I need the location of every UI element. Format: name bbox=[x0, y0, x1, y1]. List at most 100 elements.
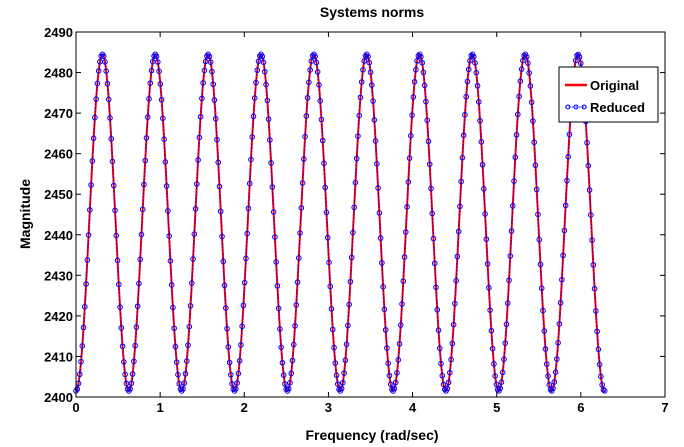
data-point-reduced bbox=[401, 254, 408, 260]
data-point-reduced bbox=[467, 57, 473, 64]
data-point-reduced bbox=[89, 158, 96, 164]
data-point-reduced bbox=[353, 155, 360, 162]
data-point-reduced bbox=[165, 208, 171, 214]
data-point-reduced bbox=[501, 356, 507, 363]
data-point-reduced bbox=[554, 356, 560, 362]
data-point-reduced bbox=[139, 206, 146, 213]
data-point-reduced bbox=[254, 67, 261, 74]
data-point-reduced bbox=[250, 113, 257, 120]
data-point-reduced bbox=[134, 303, 141, 310]
data-point-reduced bbox=[79, 343, 86, 349]
y-axis-label: Magnitude bbox=[17, 179, 33, 249]
data-point-reduced bbox=[457, 203, 463, 210]
data-point-reduced bbox=[595, 346, 602, 353]
data-point-reduced bbox=[143, 135, 150, 141]
data-point-reduced bbox=[542, 346, 549, 352]
legend-marker-reduced bbox=[573, 104, 579, 110]
data-point-reduced bbox=[110, 182, 117, 189]
data-point-reduced bbox=[222, 305, 229, 311]
data-point-reduced bbox=[392, 379, 399, 386]
data-point-reduced bbox=[483, 236, 490, 242]
data-point-reduced bbox=[504, 300, 511, 306]
data-point-reduced bbox=[259, 53, 266, 60]
data-point-reduced bbox=[369, 82, 375, 88]
data-point-reduced bbox=[365, 53, 371, 60]
data-point-reduced bbox=[194, 181, 200, 187]
data-point-reduced bbox=[113, 232, 120, 239]
data-point-reduced bbox=[376, 210, 383, 216]
data-point-reduced bbox=[127, 386, 133, 392]
data-point-reduced bbox=[557, 299, 564, 306]
legend-label-reduced: Reduced bbox=[590, 100, 645, 115]
data-point-reduced bbox=[348, 254, 355, 261]
data-point-reduced bbox=[270, 209, 277, 215]
data-point-reduced bbox=[245, 205, 252, 212]
data-point-reduced bbox=[345, 322, 351, 329]
data-point-reduced bbox=[322, 184, 329, 191]
data-point-reduced bbox=[414, 58, 420, 64]
data-point-reduced bbox=[531, 139, 537, 146]
data-point-reduced bbox=[251, 95, 258, 101]
data-point-reduced bbox=[269, 184, 276, 190]
data-point-reduced bbox=[591, 285, 598, 292]
data-point-reduced bbox=[221, 282, 228, 289]
chart-title: Systems norms bbox=[320, 4, 424, 20]
x-tick-label: 1 bbox=[157, 400, 164, 415]
data-point-reduced bbox=[590, 262, 597, 268]
data-point-reduced bbox=[526, 70, 532, 76]
data-point-reduced bbox=[382, 327, 389, 333]
data-point-reduced bbox=[321, 160, 327, 167]
data-point-reduced bbox=[463, 93, 470, 100]
data-point-reduced bbox=[267, 137, 273, 143]
data-point-reduced bbox=[74, 386, 81, 392]
data-point-reduced bbox=[100, 53, 107, 60]
data-point-reduced bbox=[332, 360, 339, 366]
data-point-reduced bbox=[502, 340, 509, 346]
data-point-reduced bbox=[530, 118, 536, 124]
data-point-reduced bbox=[584, 139, 590, 146]
data-point-reduced bbox=[426, 161, 433, 168]
data-point-reduced bbox=[117, 304, 123, 310]
y-tick-label: 2460 bbox=[44, 147, 73, 162]
data-point-reduced bbox=[366, 59, 373, 66]
data-point-reduced bbox=[421, 82, 428, 89]
data-point-reduced bbox=[464, 78, 471, 85]
data-point-reduced bbox=[277, 326, 283, 332]
data-point-reduced bbox=[588, 212, 594, 218]
data-point-reduced bbox=[173, 359, 180, 366]
data-point-reduced bbox=[207, 59, 214, 65]
data-point-reduced bbox=[278, 344, 284, 351]
data-point-reduced bbox=[212, 115, 219, 122]
data-point-reduced bbox=[282, 381, 288, 387]
data-point-reduced bbox=[102, 59, 108, 65]
data-point-reduced bbox=[142, 157, 149, 164]
data-point-reduced bbox=[108, 135, 115, 142]
data-point-reduced bbox=[561, 227, 568, 234]
data-point-reduced bbox=[399, 301, 405, 307]
data-point-reduced bbox=[313, 59, 320, 66]
data-point-reduced bbox=[352, 179, 359, 186]
data-point-reduced bbox=[80, 324, 87, 331]
data-point-reduced bbox=[367, 69, 374, 76]
series-markers-reduced bbox=[73, 51, 608, 394]
data-point-reduced bbox=[481, 186, 487, 192]
x-tick-label: 5 bbox=[493, 400, 500, 415]
data-point-reduced bbox=[296, 255, 302, 261]
data-point-reduced bbox=[357, 94, 364, 101]
data-point-reduced bbox=[360, 67, 366, 73]
data-point-reduced bbox=[511, 178, 517, 184]
data-point-reduced bbox=[90, 135, 97, 142]
data-point-reduced bbox=[470, 53, 477, 60]
data-point-reduced bbox=[377, 235, 384, 241]
data-point-reduced bbox=[318, 116, 325, 123]
data-point-reduced bbox=[449, 340, 456, 347]
data-point-reduced bbox=[132, 342, 138, 349]
data-point-reduced bbox=[489, 345, 496, 352]
data-point-reduced bbox=[507, 253, 514, 259]
data-point-reduced bbox=[404, 204, 410, 210]
data-point-reduced bbox=[576, 54, 583, 60]
data-point-reduced bbox=[327, 283, 334, 290]
data-point-reduced bbox=[342, 357, 349, 364]
data-point-reduced bbox=[272, 234, 278, 240]
data-point-reduced bbox=[163, 183, 170, 189]
